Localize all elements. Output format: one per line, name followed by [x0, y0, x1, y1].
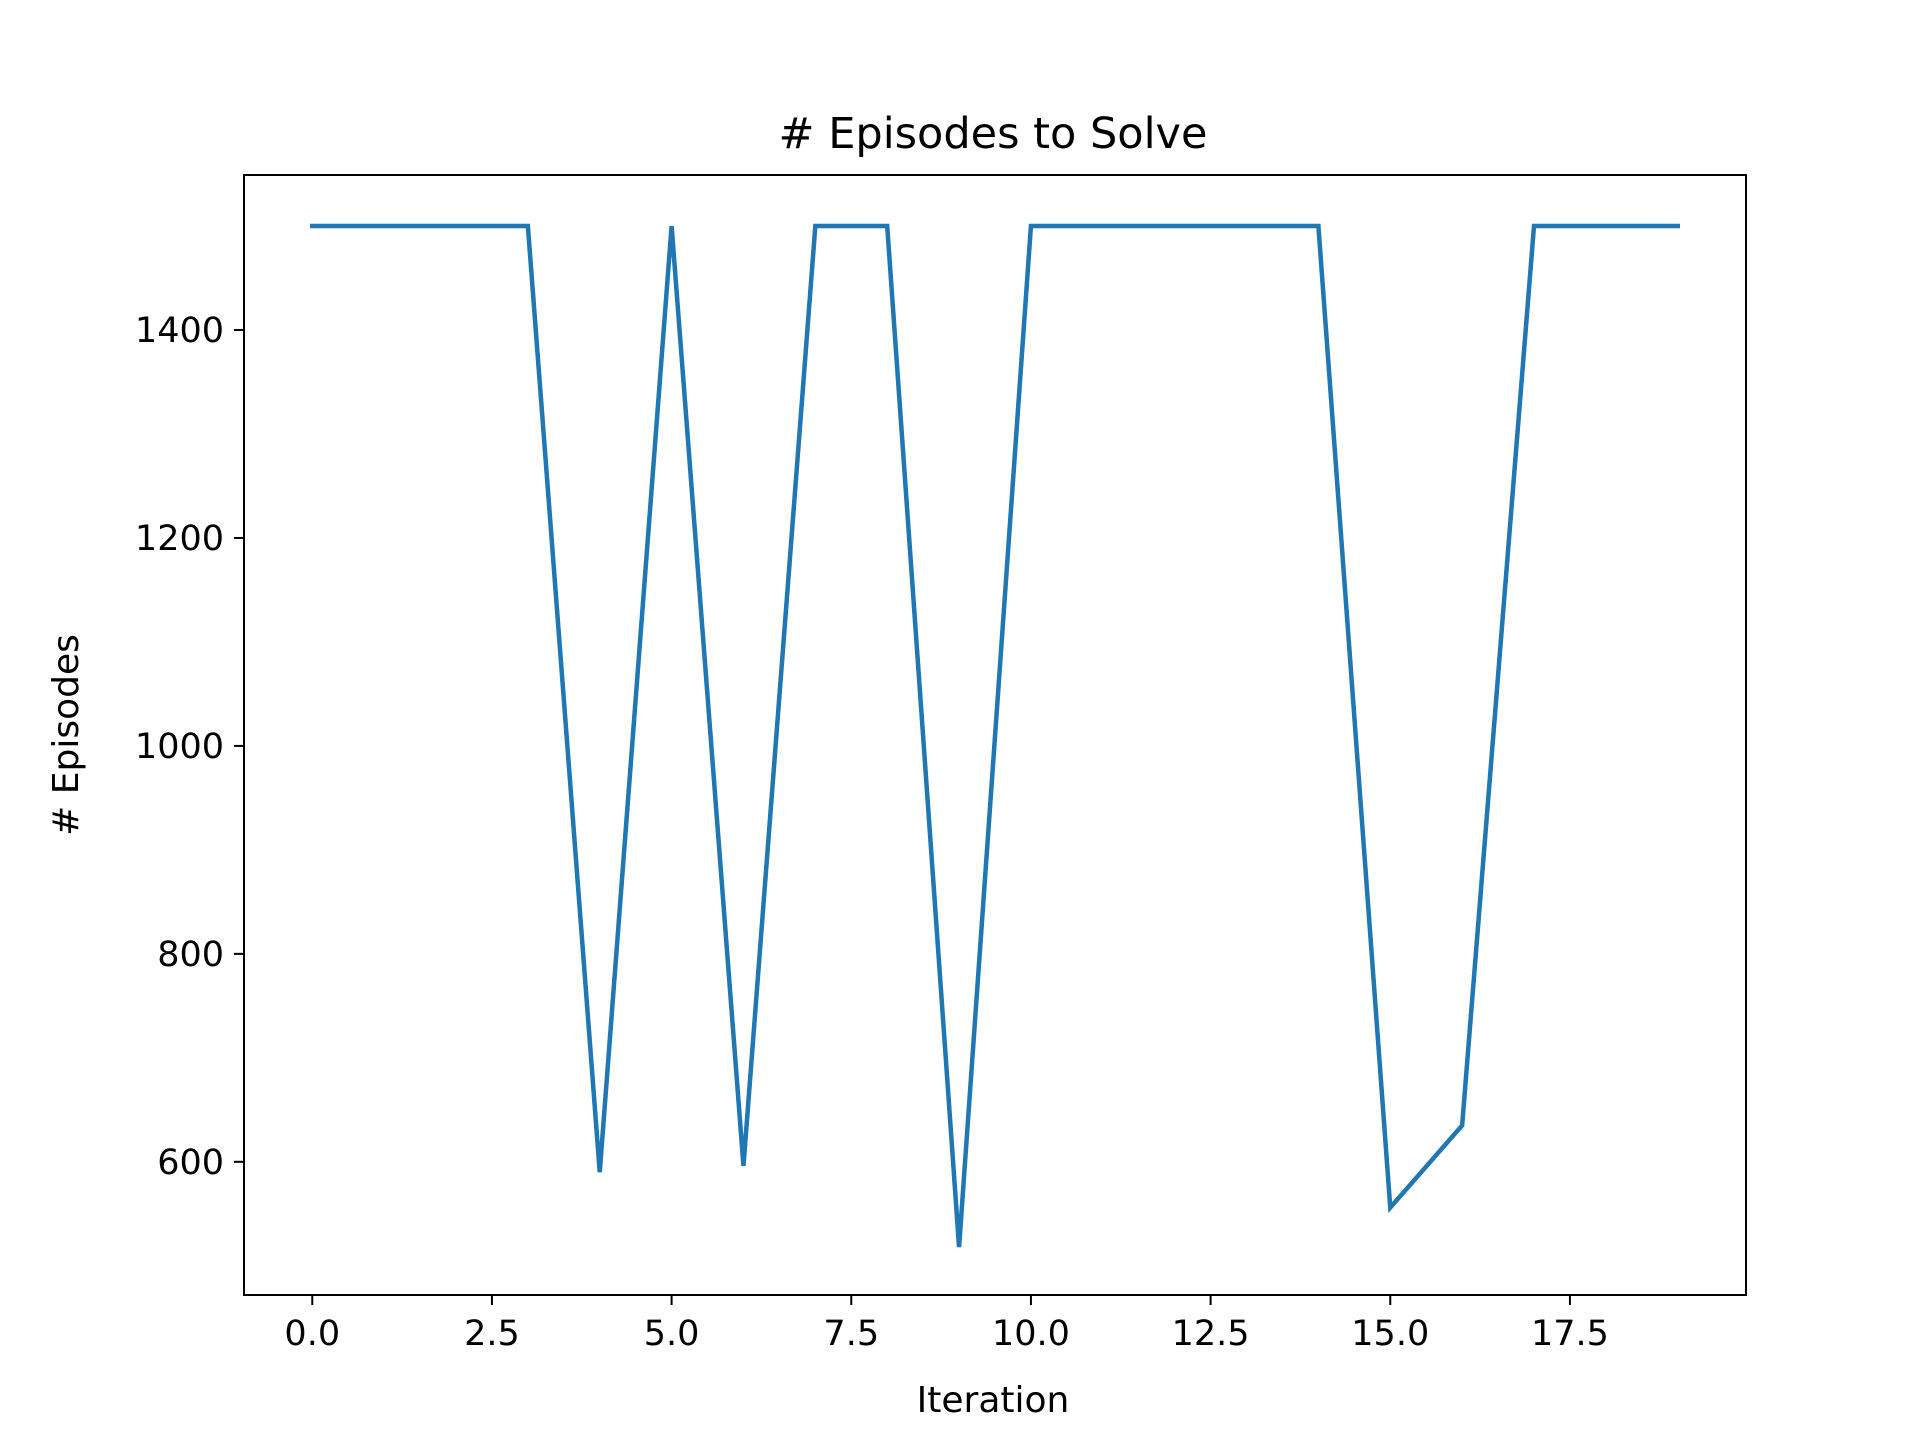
series-line-0 — [310, 223, 1680, 1248]
x-tick-label: 0.0 — [284, 1314, 340, 1354]
plot-area: 0.0 2.5 5.0 7.5 10.0 12.5 15.0 17.5 600 800 1000 12… — [135, 174, 1747, 1354]
chart-title: # Episodes to Solve — [779, 109, 1208, 159]
y-tick-label: 1400 — [135, 311, 224, 351]
x-axis-title: Iteration — [917, 1380, 1070, 1421]
x-tick-label: 10.0 — [992, 1314, 1070, 1354]
x-tick-label: 5.0 — [644, 1314, 700, 1354]
plot-frame — [243, 174, 1747, 1296]
y-axis-title: # Episodes — [46, 634, 87, 836]
x-tick-label: 7.5 — [823, 1314, 879, 1354]
x-tick-label: 2.5 — [464, 1314, 520, 1354]
y-tick-label: 1000 — [135, 727, 224, 767]
y-tick-label: 600 — [157, 1143, 224, 1183]
x-tick-label: 15.0 — [1351, 1314, 1429, 1354]
y-tick-label: 1200 — [135, 519, 224, 559]
y-tick-label: 800 — [157, 935, 224, 975]
x-tick-label: 17.5 — [1531, 1314, 1609, 1354]
x-tick-label: 12.5 — [1172, 1314, 1250, 1354]
